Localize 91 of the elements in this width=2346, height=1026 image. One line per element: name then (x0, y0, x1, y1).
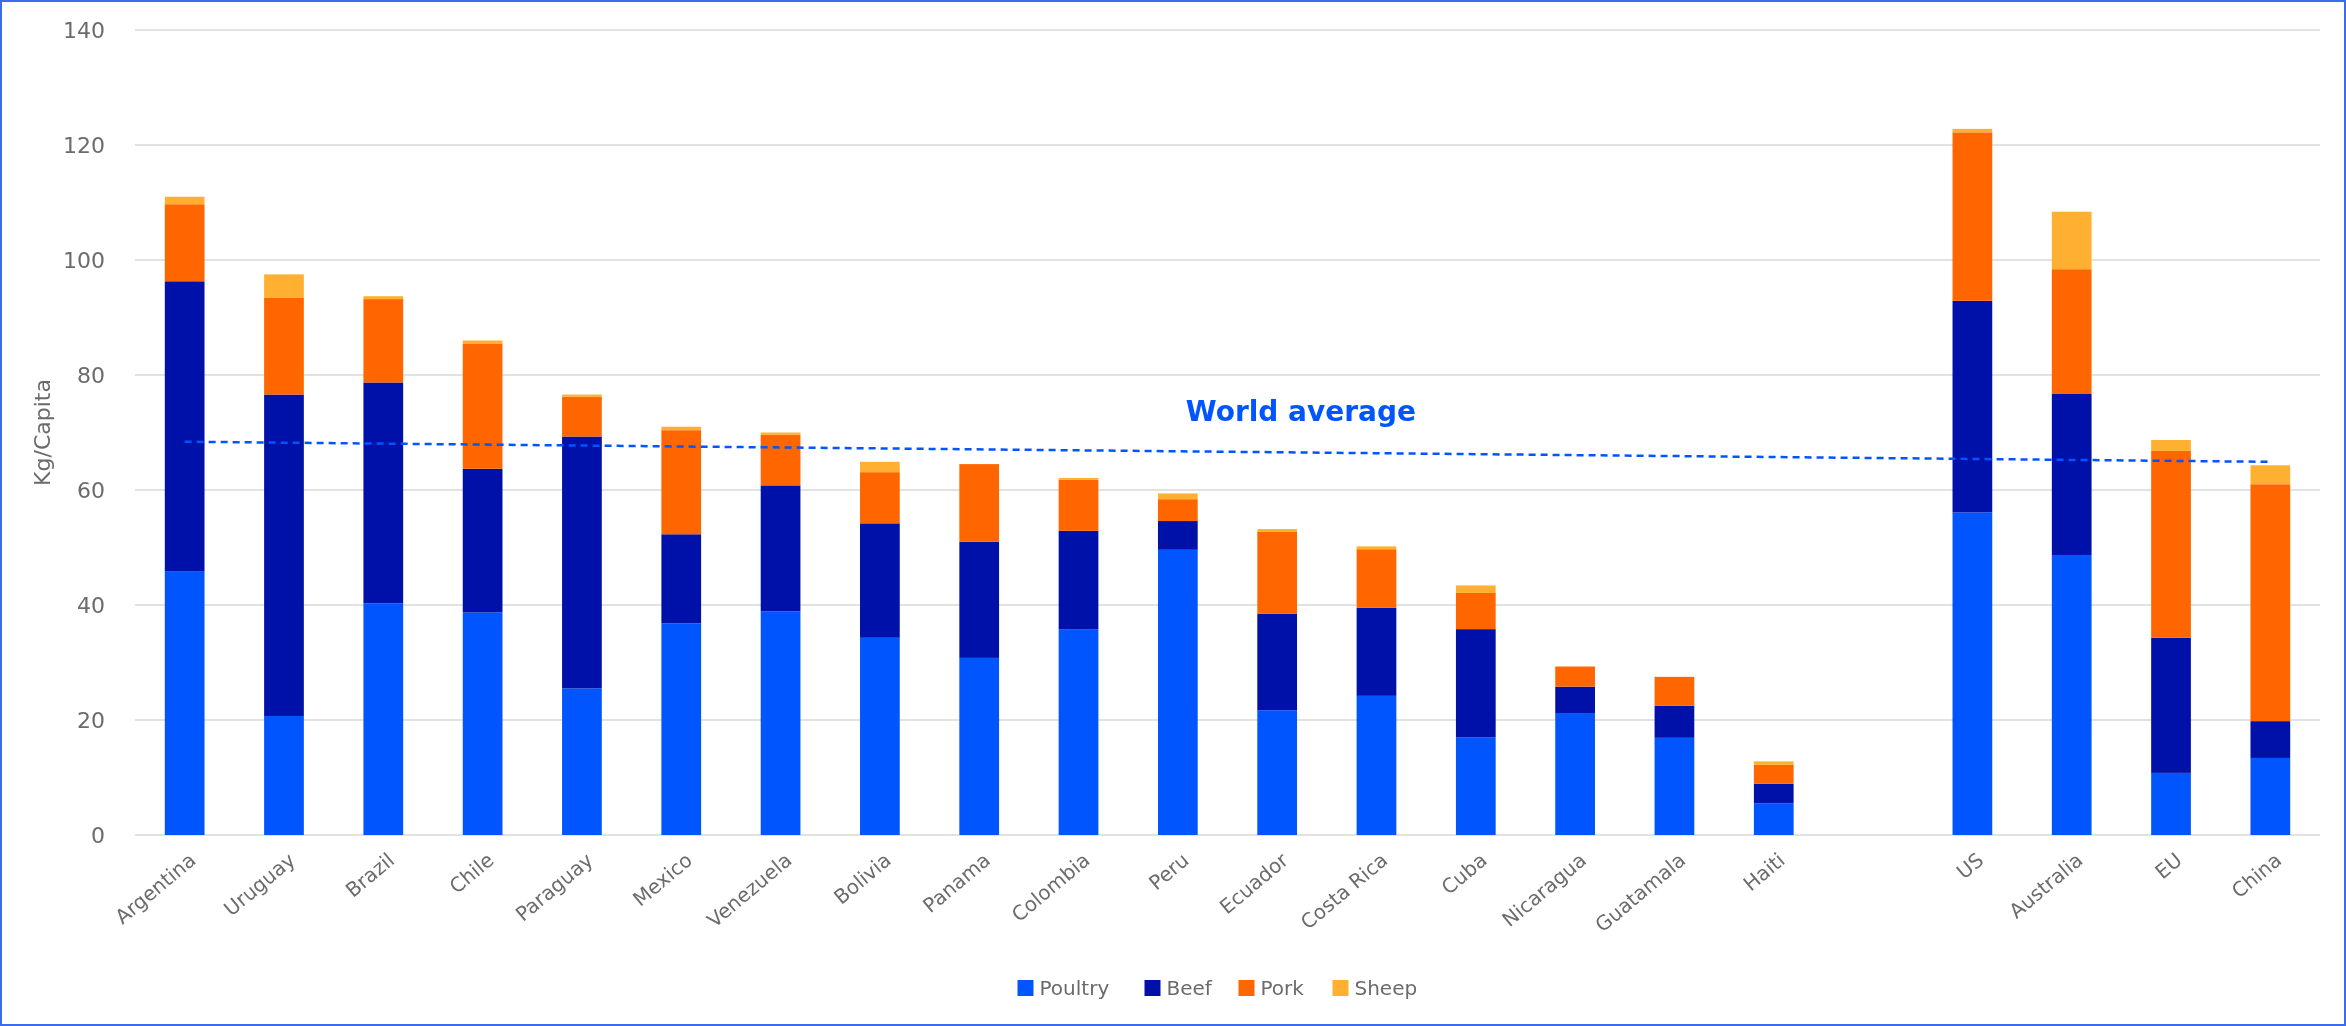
bar (164, 196, 205, 205)
bar (760, 611, 801, 835)
legend-label: Beef (1166, 976, 1213, 1000)
x-tick-label: US (1951, 847, 1989, 884)
bar (363, 603, 404, 835)
bar (1952, 512, 1993, 835)
bar (462, 612, 503, 835)
x-tick-label: EU (2150, 847, 2187, 884)
bar (1555, 666, 1595, 687)
bar (562, 688, 602, 835)
bar (1952, 132, 1993, 301)
bar (1356, 607, 1397, 696)
y-tick-label: 120 (63, 132, 105, 158)
bar (1257, 710, 1298, 835)
bar (2051, 393, 2092, 555)
bar (1455, 629, 1496, 738)
bar (860, 461, 900, 473)
bar (1753, 764, 1794, 784)
bar (1058, 530, 1099, 630)
bar (363, 299, 404, 383)
bar (363, 296, 404, 300)
y-tick-label: 100 (63, 247, 105, 273)
bar (1157, 549, 1198, 835)
bar (462, 468, 503, 613)
bar (1455, 737, 1496, 835)
bar (1753, 803, 1794, 835)
bar (1157, 493, 1198, 500)
bar (661, 623, 702, 835)
bar (959, 464, 1000, 542)
bar (2151, 637, 2191, 773)
bar (264, 297, 304, 395)
bar (860, 523, 900, 638)
y-tick-label: 20 (77, 707, 105, 733)
bar (562, 436, 602, 689)
bar (1356, 695, 1397, 835)
y-tick-label: 0 (91, 822, 105, 848)
bar (2250, 721, 2291, 758)
bar (2151, 772, 2191, 835)
y-tick-label: 80 (77, 362, 105, 388)
bar (860, 472, 900, 524)
bar (1753, 783, 1794, 804)
bar (760, 485, 801, 612)
bar (1356, 546, 1397, 550)
bar (164, 204, 205, 282)
bar (2151, 439, 2191, 451)
y-tick-label: 60 (77, 477, 105, 503)
bar (164, 571, 205, 835)
bar (2051, 554, 2092, 835)
bar (1157, 499, 1198, 522)
bar (661, 534, 702, 624)
bar (363, 382, 404, 604)
legend-label: Sheep (1354, 976, 1418, 1000)
legend-label: Pork (1260, 976, 1305, 1000)
bar (1157, 521, 1198, 550)
bar (1555, 686, 1595, 714)
bar (661, 430, 702, 535)
bar (264, 274, 304, 298)
y-axis-title: Kg/Capita (30, 379, 55, 486)
bar (1058, 479, 1099, 531)
bar (1753, 761, 1794, 765)
bar (1058, 629, 1099, 835)
bar (2250, 484, 2291, 722)
bar (264, 394, 304, 716)
bar (1654, 676, 1695, 706)
bar (1455, 585, 1496, 593)
y-tick-label: 40 (77, 592, 105, 618)
bar (1455, 592, 1496, 630)
bar (959, 657, 1000, 835)
bar (760, 434, 801, 486)
series-label: World average (1185, 395, 1416, 429)
bar (1654, 737, 1695, 835)
bar (2250, 757, 2291, 835)
legend-label: Poultry (1039, 976, 1110, 1000)
y-tick-label: 140 (63, 17, 105, 43)
bar (1555, 713, 1595, 835)
bar (1257, 529, 1298, 532)
bar (462, 343, 503, 469)
bar (2151, 450, 2191, 638)
bar (860, 637, 900, 835)
bar (1356, 549, 1397, 608)
bar (2250, 465, 2291, 485)
bar (1952, 300, 1993, 513)
bar (164, 281, 205, 572)
bar (2051, 211, 2092, 270)
bar (959, 541, 1000, 658)
bar (1257, 531, 1298, 614)
bar (2051, 269, 2092, 394)
bar (1654, 705, 1695, 738)
bar (562, 396, 602, 437)
bar (1257, 613, 1298, 711)
bar (264, 715, 304, 835)
